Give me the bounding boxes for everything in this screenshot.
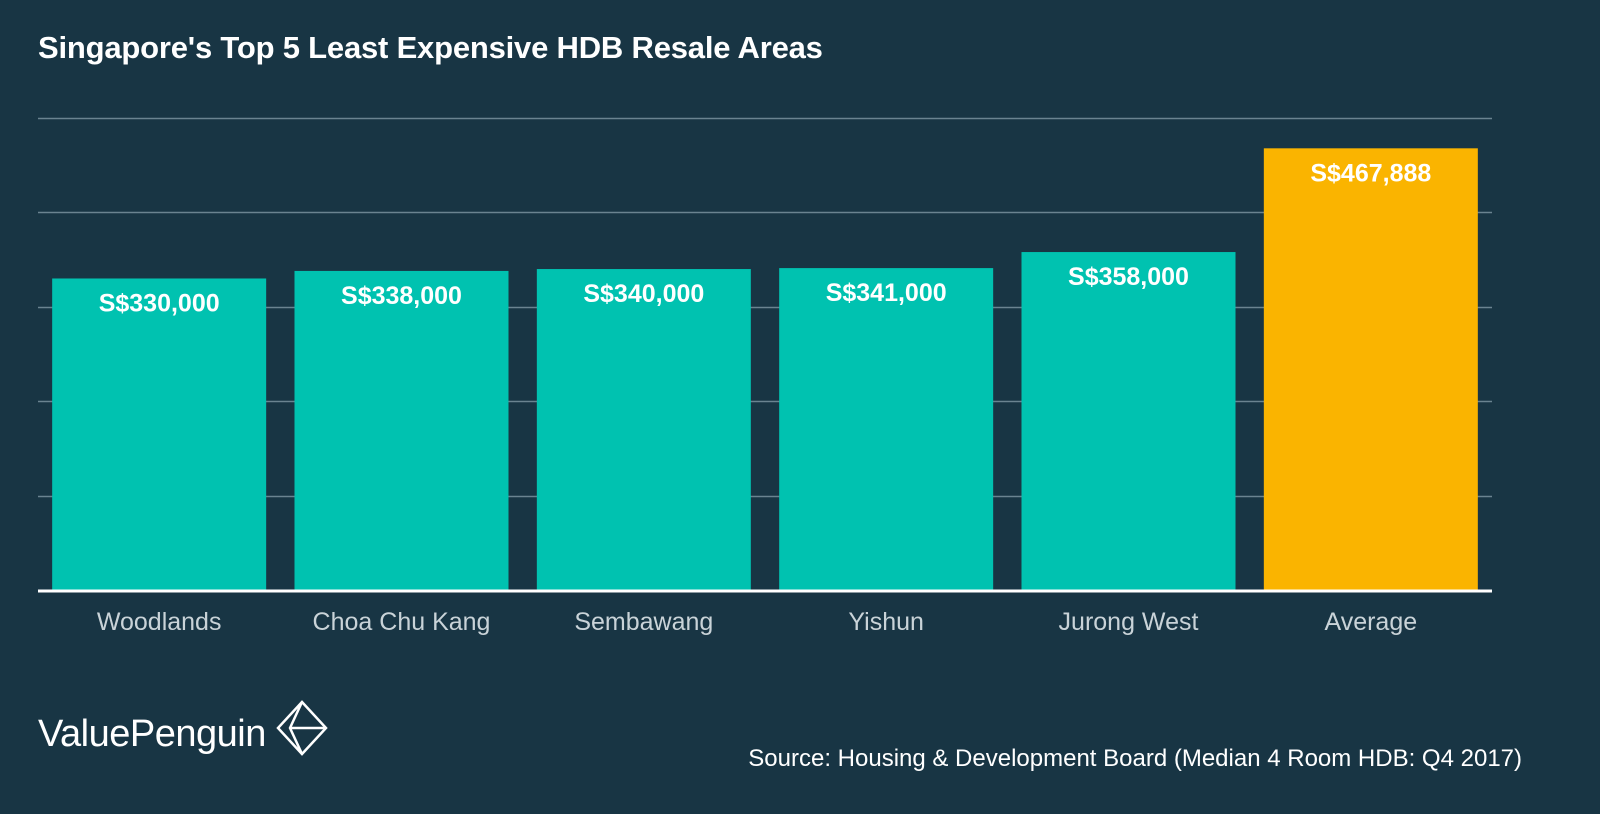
- bar-woodlands: [52, 278, 267, 590]
- bar-value-label: S$358,000: [1068, 263, 1189, 291]
- bar-average: [1263, 148, 1478, 590]
- bar-value-label: S$330,000: [99, 289, 220, 317]
- brand-name: ValuePenguin: [38, 712, 266, 755]
- bar-sembawang: [536, 269, 751, 590]
- bar-value-label: S$338,000: [341, 282, 462, 310]
- bar-choa-chu-kang: [294, 270, 509, 590]
- bar-value-label: S$467,888: [1310, 159, 1431, 187]
- x-tick-label: Choa Chu Kang: [313, 608, 491, 636]
- x-tick-label: Sembawang: [574, 608, 713, 636]
- chart-title: Singapore's Top 5 Least Expensive HDB Re…: [38, 30, 823, 65]
- source-note: Source: Housing & Development Board (Med…: [748, 745, 1522, 772]
- brand-logo: ValuePenguin: [38, 700, 328, 756]
- x-tick-label: Jurong West: [1059, 608, 1199, 636]
- bar-value-label: S$340,000: [583, 280, 704, 308]
- bar-jurong-west: [1021, 252, 1236, 590]
- bar-yishun: [779, 268, 994, 590]
- penguin-diamond-icon: [276, 700, 328, 756]
- x-tick-label: Average: [1324, 608, 1417, 636]
- x-tick-label: Yishun: [848, 608, 924, 636]
- bar-value-label: S$341,000: [826, 279, 947, 307]
- x-tick-label: Woodlands: [97, 608, 222, 636]
